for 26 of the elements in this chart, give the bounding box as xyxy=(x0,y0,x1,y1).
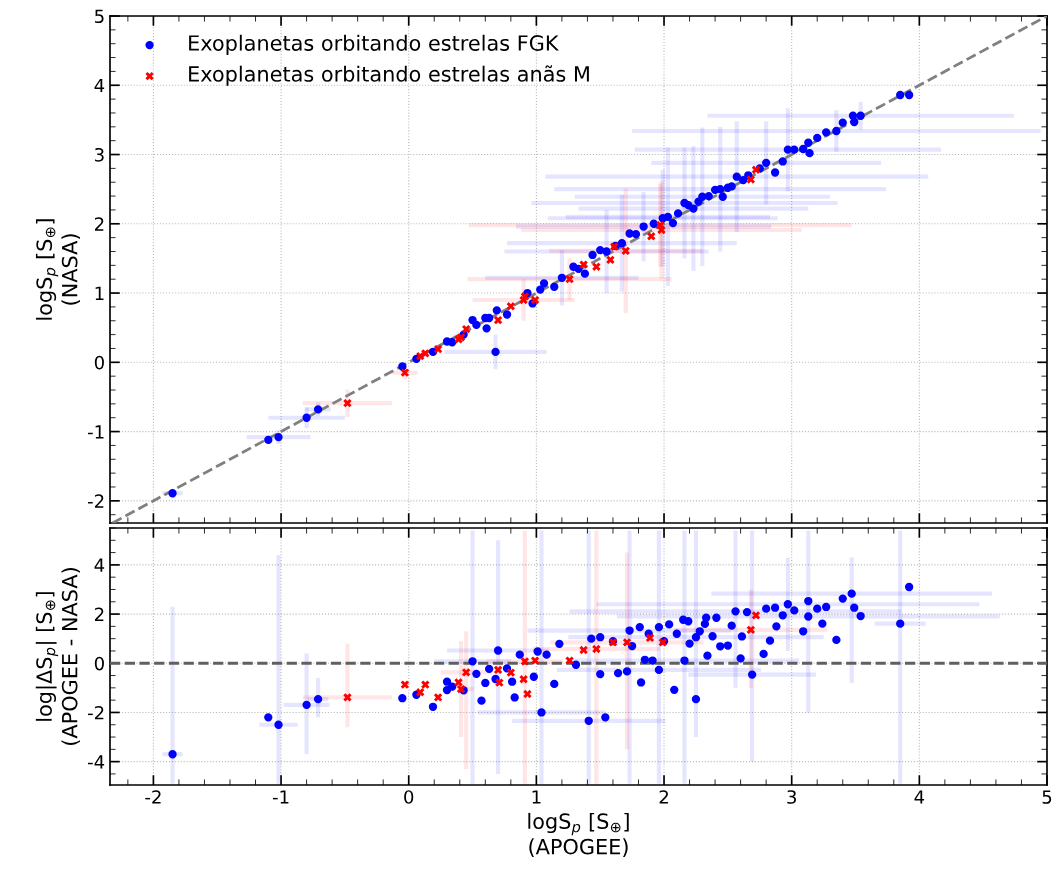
y-tick-label: -2 xyxy=(88,705,104,720)
y-tick-label: -4 xyxy=(88,755,105,769)
y-tick-label: 3 xyxy=(95,147,104,162)
x-tick-label: -2 xyxy=(145,790,161,804)
y-tick-label: -1 xyxy=(88,425,104,439)
y-tick-label: 4 xyxy=(94,558,105,572)
x-tick-label: 5 xyxy=(1042,790,1052,804)
legend-label: Exoplanetas orbitando estrelas FGK xyxy=(189,34,559,55)
x-tick-label: 2 xyxy=(659,790,668,804)
legend-label: Exoplanetas orbitando estrelas anãs M xyxy=(189,65,589,86)
y-tick-label: 4 xyxy=(94,78,105,93)
y-tick-label: -2 xyxy=(88,494,104,508)
y-axis-title: log|ΔS$_{p}$| [S$_{⊕}$] (APOGEE - NASA) xyxy=(35,568,80,745)
y-axis-title: logS$_{p}$ [S$_{⊕}$] (NASA) xyxy=(35,219,80,320)
x-tick-label: 3 xyxy=(787,790,796,804)
x-axis-title: logS$_{p}$ [S$_{⊕}$] (APOGEE) xyxy=(528,812,629,857)
y-tick-label: 0 xyxy=(94,355,104,370)
x-tick-label: 1 xyxy=(532,790,541,804)
x-tick-label: 4 xyxy=(914,790,925,804)
y-tick-label: 1 xyxy=(95,286,104,300)
y-tick-label: 2 xyxy=(94,217,104,231)
x-tick-label: 0 xyxy=(404,790,414,804)
y-tick-label: 0 xyxy=(94,656,104,671)
x-tick-label: -1 xyxy=(272,790,289,804)
y-tick-label: 5 xyxy=(95,9,104,24)
y-tick-label: 2 xyxy=(94,607,104,621)
